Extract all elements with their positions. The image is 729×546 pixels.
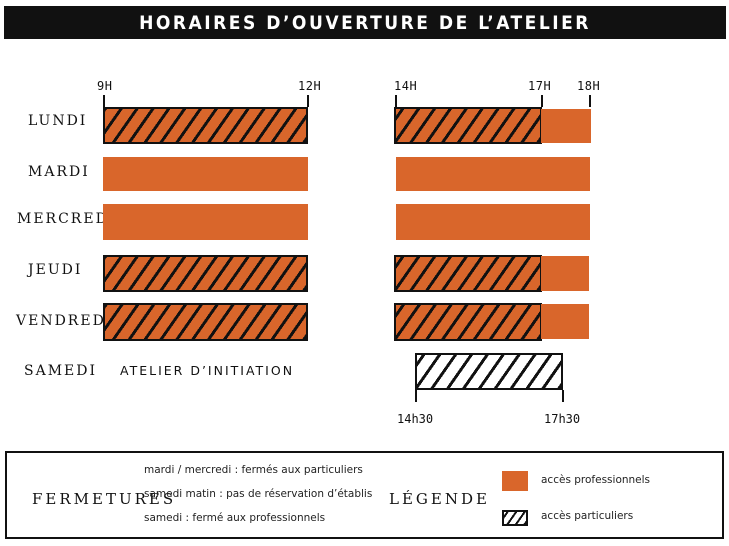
fermeture-line-1: mardi / mercredi : fermés aux particulie… — [144, 464, 363, 476]
tick-line-14h30 — [415, 390, 417, 402]
legend-professional-swatch — [502, 471, 528, 491]
jeudi-late-pro-bar — [541, 256, 589, 291]
samedi-afternoon-hatch-bar — [415, 353, 563, 390]
day-label-jeudi: JEUDI — [28, 262, 83, 278]
tick-12h: 12H — [298, 79, 322, 93]
legend-box — [5, 451, 724, 539]
vendredi-morning-bar — [103, 303, 308, 341]
tick-line-17h — [541, 95, 543, 107]
lundi-afternoon-hatch-bar — [394, 107, 542, 144]
lundi-late-pro-bar — [541, 109, 591, 143]
tick-line-9h — [103, 95, 105, 107]
day-label-mercredi: MERCREDI — [17, 211, 117, 227]
mercredi-morning-bar — [103, 204, 308, 240]
samedi-morning-label: ATELIER D’INITIATION — [120, 363, 295, 378]
day-label-samedi: SAMEDI — [24, 363, 98, 379]
mardi-afternoon-bar — [396, 157, 590, 191]
lundi-morning-bar — [103, 107, 308, 144]
tick-line-14h — [395, 95, 397, 107]
day-label-lundi: LUNDI — [28, 113, 88, 129]
mardi-morning-bar — [103, 157, 308, 191]
tick-9h: 9H — [97, 79, 113, 93]
day-label-mardi: MARDI — [28, 164, 90, 180]
tick-line-17h30 — [562, 390, 564, 402]
page-title: HORAIRES D’OUVERTURE DE L’ATELIER — [139, 11, 591, 34]
fermeture-line-3: samedi : fermé aux professionnels — [144, 512, 326, 524]
jeudi-morning-bar — [103, 255, 308, 292]
title-bar: HORAIRES D’OUVERTURE DE L’ATELIER — [4, 6, 726, 39]
fermeture-line-2: samedi matin : pas de réservation d’étab… — [144, 488, 373, 500]
fermetures-heading: FERMETURES — [32, 490, 177, 508]
vendredi-late-pro-bar — [541, 304, 589, 339]
legende-heading: LÉGENDE — [389, 490, 490, 508]
day-label-vendredi: VENDREDI — [16, 313, 114, 329]
vendredi-afternoon-hatch-bar — [394, 303, 542, 341]
tick-14h: 14H — [394, 79, 418, 93]
tick-18h: 18H — [577, 79, 601, 93]
tick-line-18h — [589, 95, 591, 107]
jeudi-afternoon-hatch-bar — [394, 255, 542, 292]
tick-line-12h — [307, 95, 309, 107]
legend-private-label: accès particuliers — [541, 510, 634, 522]
tick-14h30: 14h30 — [397, 412, 434, 426]
mercredi-afternoon-bar — [396, 204, 590, 240]
legend-private-swatch — [502, 510, 528, 526]
legend-professional-label: accès professionnels — [541, 474, 651, 486]
tick-17h30: 17h30 — [544, 412, 581, 426]
tick-17h: 17H — [528, 79, 552, 93]
